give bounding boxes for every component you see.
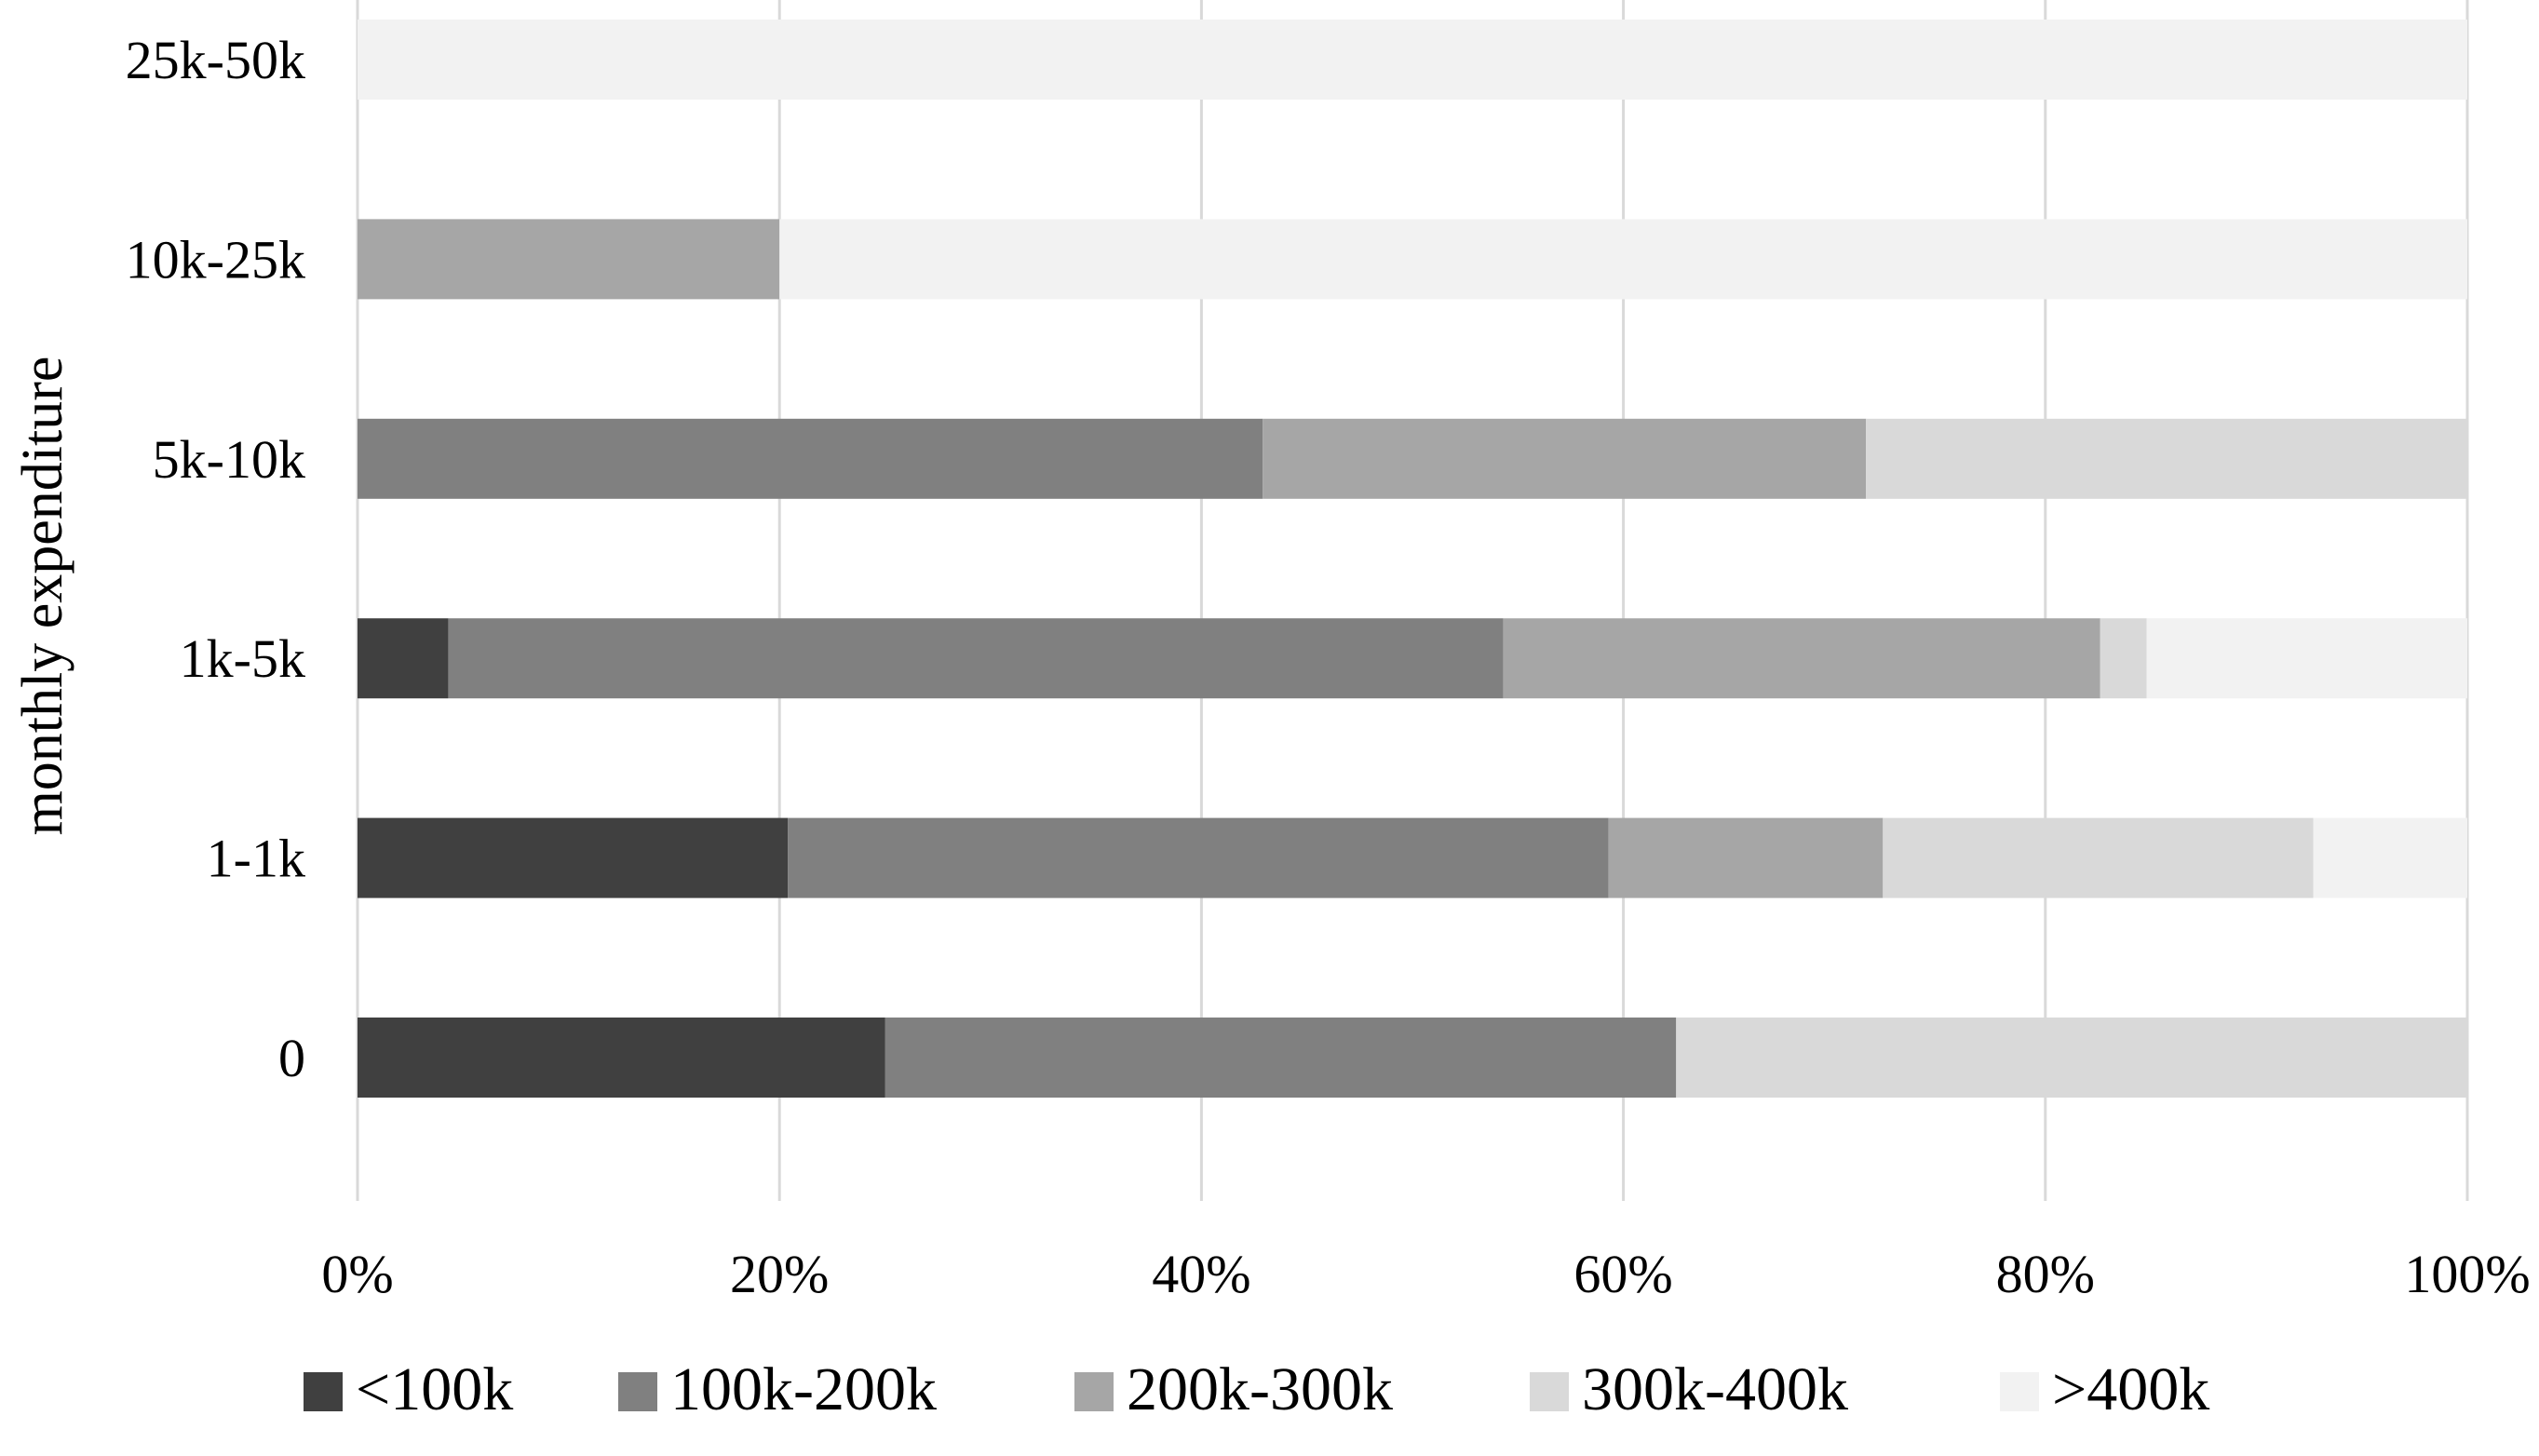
legend-item: 200k-300k [1074,1355,1393,1423]
bar-segment [1883,817,2314,898]
x-tick-label: 80% [1996,1244,2095,1304]
legend-label: 300k-400k [1582,1355,1848,1423]
y-category-label: 5k-10k [153,429,305,490]
bar-segment [2146,618,2467,699]
legend-item: 300k-400k [1530,1355,1848,1423]
bar-segment [358,618,449,699]
legend-swatch [304,1372,343,1411]
y-category-label: 1k-5k [180,628,305,689]
legend-label: >400k [2052,1355,2209,1423]
y-category-label: 0 [278,1028,305,1088]
bar-segment [1608,817,1884,898]
bar-segment [1503,618,2100,699]
bar-segment [448,618,1504,699]
bar-segment [1676,1018,2467,1098]
x-tick-label: 40% [1152,1244,1250,1304]
legend-swatch [1530,1372,1569,1411]
y-category-label: 1-1k [207,829,305,889]
legend: <100k 100k-200k 200k-300k 300k-400k >400k [304,1355,2209,1423]
bar-segment [2313,817,2467,898]
gridlines [356,0,2469,1201]
bar-segment [885,1018,1677,1098]
y-axis-title: monthly expenditure [11,357,74,836]
bar-segment [358,219,780,300]
legend-item: 100k-200k [618,1355,937,1423]
x-tick-label: 0% [321,1244,393,1304]
legend-label: <100k [356,1355,513,1423]
bar-segment [2100,618,2147,699]
bar-segment [358,418,1263,499]
y-category-label: 10k-25k [126,229,305,290]
legend-item: <100k [304,1355,513,1423]
legend-swatch [618,1372,657,1411]
legend-swatch [2000,1372,2039,1411]
bars [358,20,2468,1098]
bar-segment [358,20,2467,100]
x-tick-label: 20% [730,1244,829,1304]
legend-item: >400k [2000,1355,2209,1423]
y-axis-categories: 25k-50k 10k-25k 5k-10k 1k-5k 1-1k 0 [126,30,305,1088]
legend-label: 100k-200k [670,1355,937,1423]
bar-segment [788,817,1609,898]
bar-segment [358,1018,885,1098]
legend-swatch [1074,1372,1114,1411]
bar-segment [1866,418,2467,499]
bar-segment [358,817,789,898]
x-tick-label: 100% [2404,1244,2530,1304]
x-axis-ticks: 0% 20% 40% 60% 80% 100% [321,1244,2530,1304]
bar-segment [779,219,2468,300]
bar-segment [1263,418,1867,499]
y-category-label: 25k-50k [126,30,305,90]
x-tick-label: 60% [1573,1244,1672,1304]
legend-label: 200k-300k [1127,1355,1393,1423]
